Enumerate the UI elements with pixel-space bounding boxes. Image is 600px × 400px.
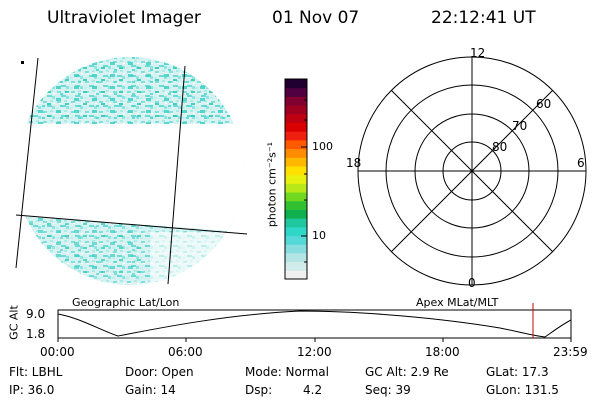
alt-xtick: 18:00 bbox=[425, 345, 460, 359]
apex-label: Apex MLat/MLT bbox=[416, 296, 499, 309]
date-label: 01 Nov 07 bbox=[272, 8, 360, 28]
color-bar-segment bbox=[285, 261, 307, 271]
colorbar-tick-10: 10 bbox=[312, 229, 326, 242]
color-bar-segment bbox=[285, 174, 307, 184]
color-bar-segment bbox=[285, 87, 307, 97]
alt-ylabel: GC Alt bbox=[7, 305, 21, 340]
status-filter: Flt: LBHL bbox=[9, 365, 63, 379]
color-bar-segment bbox=[285, 244, 307, 254]
geographic-label: Geographic Lat/Lon bbox=[72, 296, 180, 309]
mlt-label-0: 0 bbox=[468, 276, 476, 290]
color-bar-segment bbox=[285, 96, 307, 106]
status-seq: Seq: 39 bbox=[365, 383, 411, 397]
colorbar-tick-100: 100 bbox=[312, 140, 333, 153]
status-glon: GLon: 131.5 bbox=[486, 383, 559, 397]
color-bar-segment bbox=[285, 139, 307, 150]
mlt-diagonal bbox=[391, 90, 553, 252]
color-bar-segment bbox=[285, 183, 307, 193]
status-door: Door: Open bbox=[125, 365, 194, 379]
mlat-label-70: 70 bbox=[512, 119, 528, 133]
color-bar-segment bbox=[285, 200, 307, 210]
mlt-label-12: 12 bbox=[470, 46, 486, 60]
alt-xtick: 12:00 bbox=[297, 345, 332, 359]
status-gc-alt: GC Alt: 2.9 Re bbox=[365, 365, 449, 379]
color-bar-segment bbox=[285, 192, 307, 202]
color-bar-segment bbox=[285, 113, 307, 123]
status-glat: GLat: 17.3 bbox=[486, 365, 549, 379]
color-bar-segment bbox=[285, 165, 307, 176]
color-bar-segment bbox=[285, 252, 307, 263]
color-bar-segment bbox=[285, 105, 307, 115]
alt-xtick: 00:00 bbox=[40, 345, 75, 359]
color-bar-segment bbox=[285, 122, 307, 132]
mlat-label-60: 60 bbox=[536, 97, 552, 111]
color-bar-segment bbox=[285, 79, 307, 89]
color-bar-segment bbox=[285, 157, 307, 167]
status-ip: IP: 36.0 bbox=[9, 383, 55, 397]
mlt-label-18: 18 bbox=[346, 156, 362, 170]
status-gain: Gain: 14 bbox=[125, 383, 176, 397]
status-dsp-value: 4.2 bbox=[303, 383, 323, 397]
alt-ytick-high: 9.0 bbox=[26, 307, 46, 321]
alt-xtick: 23:59 bbox=[553, 345, 588, 359]
alt-ytick-low: 1.8 bbox=[26, 327, 46, 341]
geographic-image bbox=[15, 57, 248, 285]
color-bar-segment bbox=[285, 218, 307, 228]
instrument-title: Ultraviolet Imager bbox=[47, 8, 201, 28]
color-bar-segment bbox=[285, 209, 307, 219]
color-bar-segment bbox=[285, 235, 307, 245]
status-mode: Mode: Normal bbox=[245, 365, 329, 379]
color-bar-segment bbox=[285, 131, 307, 141]
status-dsp-label: Dsp: bbox=[245, 383, 273, 397]
polar-plot bbox=[357, 56, 587, 286]
color-bar bbox=[285, 79, 307, 280]
time-label: 22:12:41 UT bbox=[431, 8, 536, 28]
color-bar-segment bbox=[285, 270, 307, 280]
color-bar-segment bbox=[285, 226, 307, 237]
alt-xtick: 06:00 bbox=[168, 345, 203, 359]
color-bar-frame bbox=[284, 78, 308, 280]
colorbar-unit-label: photon cm⁻²s⁻¹ bbox=[265, 141, 279, 228]
altitude-plot bbox=[57, 303, 572, 342]
altitude-curve bbox=[57, 310, 572, 338]
mlt-label-6: 6 bbox=[577, 156, 585, 170]
color-bar-segment bbox=[285, 148, 307, 158]
mlat-label-80: 80 bbox=[492, 140, 508, 154]
